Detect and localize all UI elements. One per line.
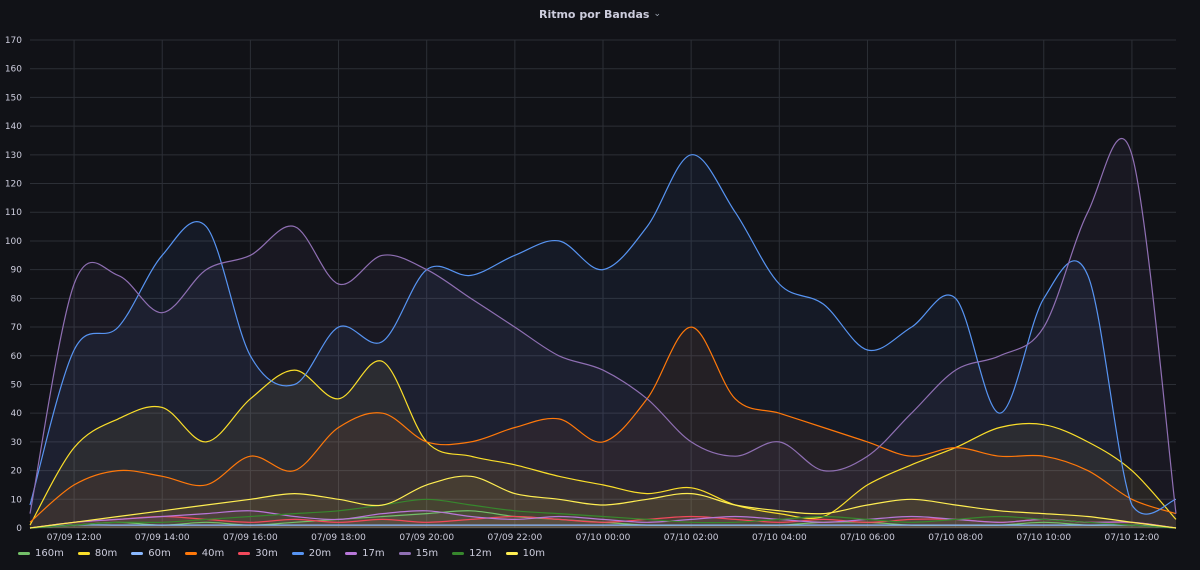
panel-title[interactable]: Ritmo por Bandas bbox=[538, 7, 650, 21]
legend-swatch bbox=[184, 551, 197, 555]
legend-item-15m[interactable]: 15m bbox=[398, 547, 439, 559]
chevron-down-icon[interactable]: ⌄ bbox=[653, 9, 662, 19]
series-area-160m bbox=[30, 510, 1176, 528]
x-tick-label: 07/10 04:00 bbox=[752, 533, 807, 543]
series-lines bbox=[29, 137, 1177, 529]
series-line-20m bbox=[29, 154, 1177, 515]
series-line-80m bbox=[29, 360, 1177, 526]
legend-label: 80m bbox=[94, 547, 118, 559]
legend-swatch bbox=[398, 551, 411, 555]
series-line-40m bbox=[29, 326, 1177, 523]
legend-item-80m[interactable]: 80m bbox=[77, 547, 118, 559]
y-tick-label: 60 bbox=[11, 352, 23, 362]
legend-swatch bbox=[452, 551, 465, 555]
legend-label: 160m bbox=[35, 547, 64, 559]
y-tick-label: 130 bbox=[5, 151, 22, 161]
x-tick-label: 07/09 20:00 bbox=[399, 533, 454, 543]
series-area-15m bbox=[30, 138, 1176, 528]
x-tick-label: 07/09 16:00 bbox=[223, 533, 278, 543]
y-tick-label: 110 bbox=[5, 208, 22, 218]
x-tick-label: 07/09 14:00 bbox=[135, 533, 190, 543]
y-tick-label: 150 bbox=[5, 93, 22, 103]
legend-swatch bbox=[131, 551, 144, 555]
legend-label: 20m bbox=[308, 547, 332, 559]
x-tick-label: 07/10 02:00 bbox=[664, 533, 719, 543]
chart-grid bbox=[30, 39, 1176, 529]
y-tick-label: 50 bbox=[11, 380, 23, 390]
y-tick-label: 160 bbox=[5, 65, 22, 75]
y-tick-label: 10 bbox=[11, 495, 23, 505]
legend-swatch bbox=[505, 551, 518, 555]
y-tick-label: 120 bbox=[5, 180, 22, 190]
x-tick-label: 07/09 22:00 bbox=[487, 533, 542, 543]
y-tick-label: 20 bbox=[11, 467, 23, 477]
y-tick-label: 140 bbox=[5, 122, 22, 132]
x-tick-label: 07/10 08:00 bbox=[928, 533, 983, 543]
legend-item-12m[interactable]: 12m bbox=[452, 547, 492, 559]
legend-item-60m[interactable]: 60m bbox=[131, 547, 171, 559]
y-tick-label: 90 bbox=[11, 266, 23, 276]
x-axis: 07/09 12:00 07/09 14:00 07/09 16:00 07/09 1… bbox=[47, 533, 1160, 543]
time-series-chart[interactable]: 0 10 20 30 40 50 60 70 80 90 100 110 120 130 140 150 160… bbox=[0, 28, 1200, 543]
x-tick-label: 07/10 12:00 bbox=[1105, 533, 1160, 543]
chart-legend: 160m 80m 60m 40m 30m 20m 17m 15m 12m 10m bbox=[18, 545, 559, 561]
series-line-17m bbox=[29, 510, 1177, 529]
y-tick-label: 80 bbox=[11, 294, 23, 304]
legend-item-160m[interactable]: 160m bbox=[18, 548, 64, 559]
legend-swatch bbox=[18, 551, 30, 555]
series-area-80m bbox=[30, 360, 1176, 528]
legend-swatch bbox=[77, 551, 90, 555]
legend-label: 12m bbox=[469, 547, 492, 559]
legend-swatch bbox=[291, 551, 304, 555]
series-area-40m bbox=[30, 327, 1176, 528]
legend-item-20m[interactable]: 20m bbox=[291, 547, 332, 559]
series-line-60m bbox=[29, 524, 1177, 529]
x-tick-label: 07/10 00:00 bbox=[576, 533, 631, 543]
y-tick-label: 100 bbox=[5, 237, 22, 247]
legend-swatch bbox=[238, 551, 251, 555]
series-area-10m bbox=[30, 476, 1176, 528]
y-tick-label: 170 bbox=[5, 36, 22, 46]
legend-item-17m[interactable]: 17m bbox=[345, 547, 385, 559]
legend-label: 60m bbox=[148, 547, 171, 559]
x-tick-label: 07/09 12:00 bbox=[47, 533, 102, 543]
y-tick-label: 30 bbox=[11, 438, 23, 448]
legend-item-30m[interactable]: 30m bbox=[238, 547, 278, 559]
x-tick-label: 07/09 18:00 bbox=[311, 533, 366, 543]
x-tick-label: 07/10 06:00 bbox=[840, 533, 895, 543]
legend-item-40m[interactable]: 40m bbox=[184, 547, 225, 559]
series-line-10m bbox=[29, 475, 1177, 529]
series-area-20m bbox=[30, 154, 1176, 529]
y-axis: 0 10 20 30 40 50 60 70 80 90 100 110 120 130 140 150 160… bbox=[5, 36, 22, 534]
series-line-12m bbox=[29, 498, 1177, 529]
x-tick-label: 07/10 10:00 bbox=[1016, 533, 1071, 543]
legend-label: 10m bbox=[522, 547, 546, 559]
panel-header[interactable]: Ritmo por Bandas ⌄ bbox=[0, 0, 1200, 28]
y-tick-label: 0 bbox=[16, 524, 22, 534]
legend-label: 40m bbox=[201, 547, 225, 559]
legend-label: 17m bbox=[362, 547, 385, 559]
legend-item-10m[interactable]: 10m bbox=[505, 547, 546, 559]
y-tick-label: 40 bbox=[11, 409, 23, 419]
series-areas bbox=[30, 138, 1176, 529]
y-tick-label: 70 bbox=[11, 323, 23, 333]
legend-label: 15m bbox=[415, 547, 439, 559]
series-line-15m bbox=[29, 137, 1177, 514]
legend-swatch bbox=[345, 551, 358, 555]
legend-label: 30m bbox=[255, 547, 278, 559]
